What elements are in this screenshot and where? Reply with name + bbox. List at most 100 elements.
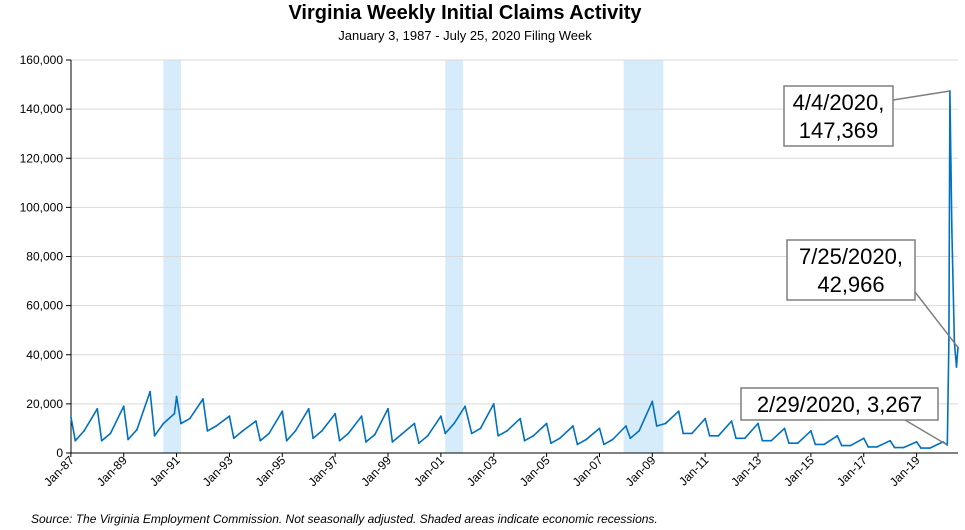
x-tick-label-14: Jan-15 bbox=[781, 453, 817, 489]
data-point bbox=[757, 422, 759, 425]
data-point bbox=[122, 405, 125, 408]
data-point bbox=[175, 395, 178, 398]
data-point bbox=[902, 446, 905, 449]
chart-title: Virginia Weekly Initial Claims Activity bbox=[288, 2, 642, 24]
data-point bbox=[294, 429, 297, 432]
data-point bbox=[598, 427, 601, 430]
data-point bbox=[920, 447, 922, 449]
data-point bbox=[585, 438, 588, 441]
data-point bbox=[655, 425, 658, 427]
annotation-leader-3 bbox=[904, 419, 948, 446]
data-point bbox=[572, 425, 574, 427]
data-point bbox=[770, 439, 773, 442]
x-tick-label-6: Jan-99 bbox=[358, 453, 394, 489]
data-point bbox=[426, 434, 429, 437]
y-tick-label-0: 0 bbox=[56, 446, 63, 460]
chart-source: Source: The Virginia Employment Commissi… bbox=[31, 512, 658, 526]
data-point bbox=[400, 433, 403, 436]
data-point bbox=[232, 437, 235, 440]
data-point bbox=[285, 439, 288, 442]
data-point bbox=[312, 437, 315, 440]
data-point bbox=[708, 434, 711, 437]
data-point bbox=[638, 429, 641, 432]
data-point bbox=[162, 422, 165, 425]
data-point bbox=[691, 432, 693, 435]
x-tick-label-9: Jan-05 bbox=[517, 453, 553, 489]
data-point bbox=[497, 434, 500, 437]
annotation-leader-2 bbox=[914, 291, 959, 348]
data-point bbox=[188, 417, 191, 420]
y-tick-label-7: 140,000 bbox=[20, 102, 64, 116]
data-point bbox=[704, 417, 707, 420]
data-point bbox=[321, 429, 323, 432]
data-point bbox=[338, 439, 341, 442]
data-point bbox=[281, 410, 284, 413]
data-point bbox=[439, 415, 442, 418]
data-point bbox=[74, 439, 77, 442]
x-tick-label-15: Jan-17 bbox=[834, 453, 870, 489]
data-point bbox=[867, 445, 870, 448]
data-point bbox=[206, 429, 209, 432]
series-line-1 bbox=[70, 90, 959, 449]
x-tick-label-12: Jan-11 bbox=[676, 453, 711, 488]
y-tick-label-5: 100,000 bbox=[20, 200, 64, 214]
chart-subtitle: January 3, 1987 - July 25, 2020 Filing W… bbox=[338, 28, 592, 43]
y-tick-label-4: 80,000 bbox=[26, 250, 63, 264]
data-point bbox=[576, 443, 579, 446]
data-point bbox=[743, 437, 746, 440]
data-point bbox=[202, 398, 204, 400]
data-point bbox=[761, 439, 764, 442]
data-point bbox=[453, 422, 455, 425]
data-point bbox=[241, 429, 244, 432]
data-point bbox=[928, 447, 931, 449]
data-point bbox=[682, 432, 685, 435]
y-tick-label-6: 120,000 bbox=[20, 151, 64, 165]
data-point bbox=[180, 422, 182, 425]
data-point bbox=[479, 427, 482, 430]
data-point bbox=[948, 339, 950, 341]
x-tick-label-1: Jan-89 bbox=[94, 453, 130, 489]
data-point bbox=[809, 429, 812, 432]
data-point bbox=[862, 437, 865, 440]
data-point bbox=[100, 439, 103, 442]
y-tick-label-2: 40,000 bbox=[26, 348, 63, 362]
data-point bbox=[814, 443, 817, 446]
data-point bbox=[783, 427, 786, 430]
data-point bbox=[823, 443, 826, 446]
data-point bbox=[417, 442, 420, 445]
data-point bbox=[334, 412, 337, 415]
x-tick-label-11: Jan-09 bbox=[623, 453, 659, 489]
data-point bbox=[307, 407, 310, 410]
data-point bbox=[519, 417, 522, 420]
data-point bbox=[149, 390, 152, 393]
data-point bbox=[611, 438, 614, 441]
x-tick-label-3: Jan-93 bbox=[200, 453, 236, 489]
data-point bbox=[558, 437, 561, 440]
data-point bbox=[136, 428, 138, 431]
series-claims bbox=[70, 90, 959, 449]
data-point bbox=[876, 445, 878, 448]
x-tick-label-4: Jan-95 bbox=[253, 453, 289, 489]
data-point bbox=[523, 439, 526, 442]
data-point bbox=[796, 442, 799, 445]
y-tick-label-3: 60,000 bbox=[26, 299, 63, 313]
data-point bbox=[413, 422, 416, 425]
data-point bbox=[677, 410, 680, 413]
data-point bbox=[955, 366, 958, 368]
data-point bbox=[730, 420, 733, 422]
data-point bbox=[360, 415, 363, 418]
x-tick-label-10: Jan-07 bbox=[570, 453, 606, 489]
data-point bbox=[444, 432, 447, 435]
data-point bbox=[259, 439, 262, 442]
x-tick-label-8: Jan-03 bbox=[464, 453, 500, 489]
data-point bbox=[470, 432, 473, 435]
data-point bbox=[735, 437, 737, 440]
annotation-text-1-1: 4/4/2020, bbox=[793, 90, 885, 115]
data-point bbox=[228, 415, 231, 418]
x-tick-label-16: Jan-19 bbox=[887, 453, 923, 489]
data-point bbox=[532, 434, 535, 437]
x-tick-label-7: Jan-01 bbox=[411, 453, 447, 489]
data-point bbox=[717, 434, 720, 437]
x-tick-label-2: Jan-91 bbox=[147, 453, 183, 489]
data-point bbox=[365, 441, 367, 443]
